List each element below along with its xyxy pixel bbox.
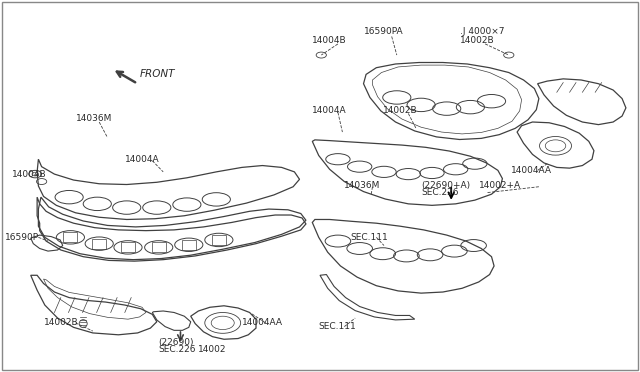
Text: 14004B: 14004B [312,36,347,45]
Text: (22690): (22690) [159,338,194,347]
Bar [121,243,135,252]
Bar [152,243,166,252]
Text: 14002+A: 14002+A [479,181,521,190]
Text: 14002B: 14002B [383,106,417,115]
Text: 14004A: 14004A [125,155,159,164]
Bar [212,235,226,245]
Text: SEC.111: SEC.111 [319,322,356,331]
Bar [182,240,196,250]
Text: 14004A: 14004A [312,106,347,115]
Text: 14002B: 14002B [44,318,78,327]
Text: SEC.111: SEC.111 [351,233,388,242]
Text: 14004B: 14004B [12,170,46,179]
Bar [63,232,77,242]
Text: (22690+A): (22690+A) [421,181,470,190]
Text: 16590PA: 16590PA [364,27,403,36]
Text: SEC.226: SEC.226 [159,345,196,354]
Bar [92,239,106,248]
Text: 14004AA: 14004AA [242,318,283,327]
Text: 14036M: 14036M [76,114,112,123]
Text: 14036M: 14036M [344,181,381,190]
Text: 14004AA: 14004AA [511,166,552,175]
Text: SEC.226: SEC.226 [421,188,459,197]
Text: .J 4000×7: .J 4000×7 [460,27,504,36]
Text: 14002: 14002 [198,345,227,354]
Text: 16590P: 16590P [5,233,39,242]
Text: 14002B: 14002B [460,36,494,45]
Text: FRONT: FRONT [140,69,175,78]
